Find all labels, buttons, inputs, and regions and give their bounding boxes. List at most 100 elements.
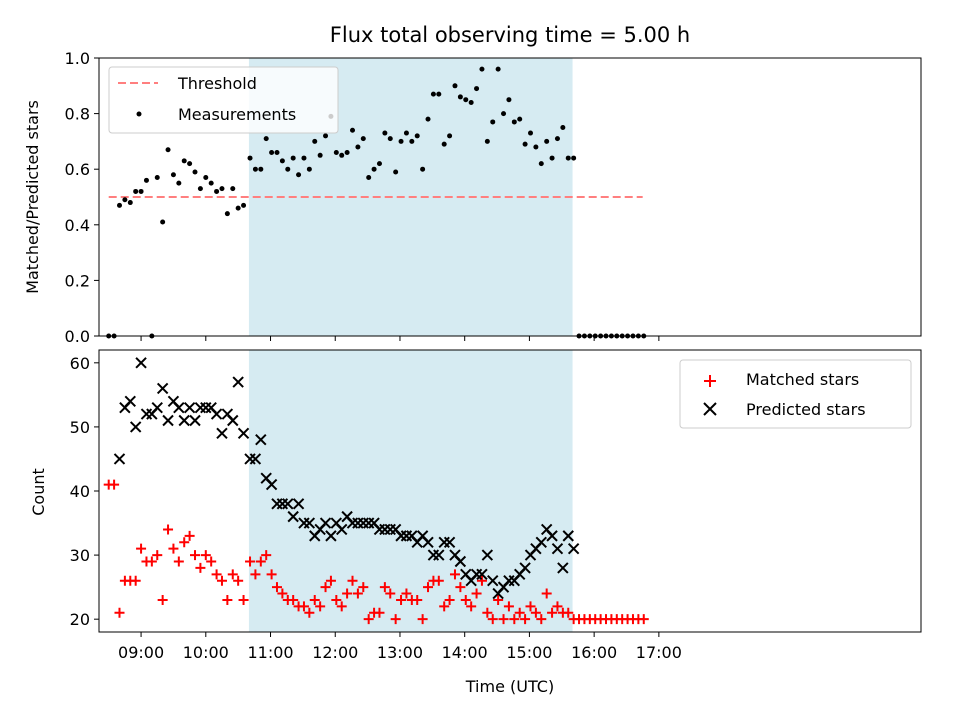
matched-star-point <box>552 601 563 612</box>
measurement-point <box>479 66 485 72</box>
matched-star-point <box>109 479 120 490</box>
predicted-star-point <box>422 536 434 548</box>
measurement-point <box>441 141 447 147</box>
ratio-y-tick-label: 0.2 <box>65 271 90 290</box>
matched-star-point <box>638 614 649 625</box>
measurement-point <box>495 66 501 72</box>
count-x-tick-label: 13:00 <box>377 643 423 662</box>
predicted-star-point <box>227 414 239 427</box>
predicted-star-point <box>282 498 294 510</box>
predicted-star-point <box>551 542 564 555</box>
measurement-point <box>279 158 285 164</box>
measurement-point <box>490 119 496 125</box>
ratio-y-ticks: 0.0 0.2 0.4 0.6 0.8 1.0 <box>65 49 99 346</box>
matched-star-point <box>536 614 547 625</box>
predicted-star-point <box>129 421 142 433</box>
matched-star-point <box>482 607 493 618</box>
measurement-point <box>301 155 307 161</box>
matched-star-point <box>352 588 363 599</box>
count-shaded-interval <box>248 350 573 632</box>
matched-star-point <box>211 569 222 580</box>
matched-star-point <box>315 601 326 612</box>
predicted-star-point <box>189 414 201 427</box>
matched-stars-points <box>103 479 649 625</box>
measurement-point <box>436 91 442 97</box>
matched-star-point <box>460 594 471 605</box>
matched-star-point <box>347 575 358 586</box>
measurement-point <box>403 130 409 136</box>
measurement-point <box>393 169 399 175</box>
measurement-point <box>252 166 258 172</box>
predicted-star-point <box>237 427 250 440</box>
measurement-point <box>306 166 312 172</box>
count-x-tick-label: 14:00 <box>442 643 488 662</box>
figure-title: Flux total observing time = 5.00 h <box>330 23 690 47</box>
measurement-point <box>208 180 214 186</box>
measurement-point <box>122 197 128 203</box>
measurement-point <box>224 211 230 217</box>
measurement-point <box>387 136 393 142</box>
matched-star-point <box>277 588 288 599</box>
predicted-star-point <box>210 408 223 420</box>
measurement-point <box>484 138 490 144</box>
measurement-point <box>506 97 512 103</box>
ratio-y-label: Matched/Predicted stars <box>23 100 42 294</box>
matched-star-point <box>331 594 342 605</box>
measurement-point <box>501 111 507 117</box>
measurement-point <box>170 172 176 178</box>
matched-star-point <box>363 614 374 625</box>
measurement-point <box>425 116 431 122</box>
count-x-tick-label: 15:00 <box>506 643 552 662</box>
measurements-legend-swatch <box>136 111 142 117</box>
matched-star-point <box>114 607 125 618</box>
measurement-point <box>517 116 523 122</box>
predicted-star-point <box>567 542 580 555</box>
matched-star-point <box>379 582 390 593</box>
count-y-tick-label: 30 <box>70 546 90 565</box>
measurement-point <box>219 186 225 192</box>
predicted-star-point <box>249 453 262 465</box>
measurement-point <box>133 188 139 194</box>
matched-star-point <box>227 569 238 580</box>
matched-star-point <box>520 614 531 625</box>
predicted-star-point <box>232 376 244 388</box>
predicted-star-point <box>156 382 169 395</box>
measurement-point <box>192 169 198 175</box>
predicted-star-point <box>216 427 228 440</box>
measurement-point <box>538 161 544 167</box>
measurements-legend-label: Measurements <box>178 105 296 124</box>
matched-star-point <box>184 530 195 541</box>
predicted-star-point <box>162 414 174 427</box>
predicted-star-point <box>265 478 278 491</box>
matched-star-point <box>255 556 266 567</box>
predicted-star-point <box>287 510 299 523</box>
matched-star-point <box>190 550 201 561</box>
measurement-point <box>549 155 555 161</box>
measurement-point <box>382 130 388 136</box>
predicted-star-point <box>178 414 190 427</box>
count-x-tick-label: 12:00 <box>312 643 358 662</box>
predicted-star-point <box>336 523 348 536</box>
measurement-point <box>468 99 474 105</box>
matched-star-point <box>325 575 336 586</box>
measurement-point <box>165 147 171 153</box>
measurement-point <box>430 91 436 97</box>
matched-star-point <box>487 614 498 625</box>
measurement-point <box>511 119 517 125</box>
measurement-point <box>560 125 566 130</box>
measurement-point <box>571 155 577 161</box>
matched-star-point <box>222 594 233 605</box>
measurement-point <box>154 175 160 181</box>
matched-star-point <box>288 594 299 605</box>
matched-star-point <box>173 556 184 567</box>
measurement-point <box>317 152 323 158</box>
predicted-star-point <box>151 401 163 414</box>
predicted-star-point <box>546 530 558 542</box>
matched-star-point <box>390 614 401 625</box>
matched-star-point <box>233 575 244 586</box>
measurement-points <box>106 66 647 339</box>
ratio-axes-frame <box>98 57 922 337</box>
measurement-point <box>247 155 253 161</box>
predicted-star-point <box>319 517 332 529</box>
